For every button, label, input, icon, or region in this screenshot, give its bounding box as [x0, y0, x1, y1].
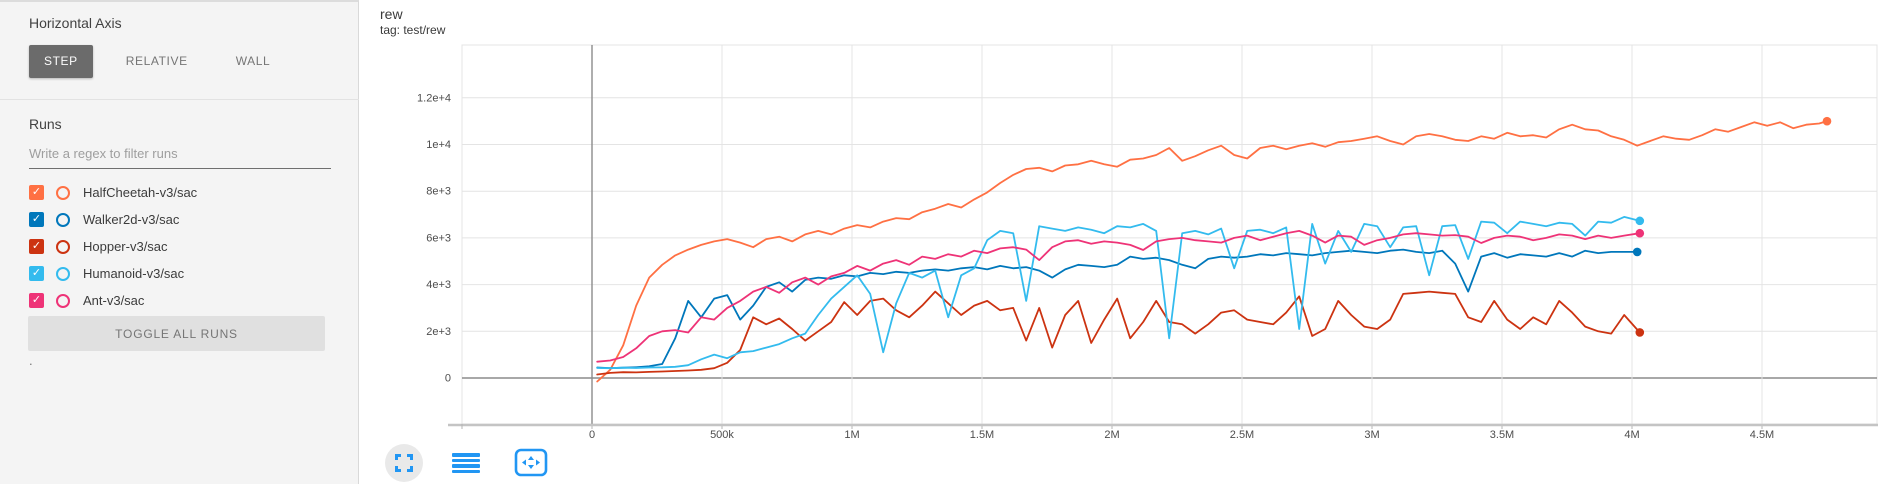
toggle-log-scale-button[interactable]: [452, 453, 480, 473]
chart-gridlines: [448, 44, 1878, 429]
run-label: Hopper-v3/sac: [83, 239, 168, 254]
svg-text:3M: 3M: [1364, 429, 1379, 441]
chart-tag: tag: test/rew: [380, 23, 446, 37]
series-Ant-v3/sac[interactable]: [596, 228, 1645, 363]
svg-text:1.5M: 1.5M: [970, 429, 994, 441]
series-Hopper-v3/sac[interactable]: [596, 290, 1645, 376]
run-checkbox-icon[interactable]: ✓: [29, 266, 44, 281]
horizontal-axis-heading: Horizontal Axis: [29, 15, 122, 31]
svg-text:2.5M: 2.5M: [1230, 429, 1254, 441]
svg-text:4e+3: 4e+3: [426, 279, 451, 291]
axis-mode-relative-button[interactable]: RELATIVE: [111, 45, 203, 78]
run-label: Ant-v3/sac: [83, 293, 145, 308]
axis-mode-button-group: STEP RELATIVE WALL: [29, 45, 285, 78]
run-color-circle-icon[interactable]: [56, 185, 70, 200]
run-checkbox-icon[interactable]: ✓: [29, 185, 44, 200]
sidebar-divider: [0, 99, 359, 100]
run-checkbox-icon[interactable]: ✓: [29, 212, 44, 227]
run-color-circle-icon[interactable]: [56, 239, 70, 254]
chart-title: rew: [380, 6, 403, 22]
series-HalfCheetah-v3/sac[interactable]: [596, 116, 1832, 383]
axis-mode-step-button[interactable]: STEP: [29, 45, 93, 78]
run-row[interactable]: ✓ Ant-v3/sac: [29, 287, 349, 314]
svg-text:2e+3: 2e+3: [426, 326, 451, 338]
svg-text:3.5M: 3.5M: [1490, 429, 1514, 441]
runs-regex-filter-input[interactable]: [29, 143, 331, 169]
fit-to-data-icon: [514, 448, 548, 477]
chart-series-lines[interactable]: [596, 116, 1832, 383]
svg-text:1M: 1M: [844, 429, 859, 441]
series-end-marker: [1635, 328, 1645, 337]
run-label: HalfCheetah-v3/sac: [83, 185, 198, 200]
svg-text:1.2e+4: 1.2e+4: [417, 92, 451, 104]
run-row[interactable]: ✓ Humanoid-v3/sac: [29, 260, 349, 287]
series-end-marker: [1822, 116, 1832, 126]
chart-axis-labels: 0 2e+3 4e+3 6e+3 8e+3 1e+4 1.2e+4 0 500k 1M 1.5M 2M…: [417, 92, 1774, 441]
svg-text:1e+4: 1e+4: [426, 139, 451, 151]
run-row[interactable]: ✓ Hopper-v3/sac: [29, 233, 349, 260]
sidebar-footnote: .: [29, 353, 33, 368]
svg-text:6e+3: 6e+3: [426, 232, 451, 244]
toggle-all-runs-button[interactable]: TOGGLE ALL RUNS: [28, 316, 325, 351]
expand-chart-button[interactable]: [385, 444, 423, 482]
run-row[interactable]: ✓ Walker2d-v3/sac: [29, 206, 349, 233]
svg-text:0: 0: [589, 429, 595, 441]
axis-mode-wall-button[interactable]: WALL: [221, 45, 286, 78]
series-Humanoid-v3/sac[interactable]: [596, 215, 1645, 370]
runs-heading: Runs: [29, 116, 62, 132]
runs-list: ✓ HalfCheetah-v3/sac ✓ Walker2d-v3/sac ✓…: [29, 179, 349, 314]
run-checkbox-icon[interactable]: ✓: [29, 293, 44, 308]
sidebar: Horizontal Axis STEP RELATIVE WALL Runs …: [0, 0, 359, 484]
svg-text:0: 0: [445, 373, 451, 385]
fit-domain-button[interactable]: [514, 448, 548, 482]
run-label: Humanoid-v3/sac: [83, 266, 185, 281]
series-Walker2d-v3/sac[interactable]: [596, 247, 1642, 370]
run-label: Walker2d-v3/sac: [83, 212, 180, 227]
series-end-marker: [1632, 247, 1642, 257]
svg-text:8e+3: 8e+3: [426, 186, 451, 198]
svg-text:4.5M: 4.5M: [1750, 429, 1774, 441]
series-end-marker: [1635, 228, 1645, 238]
series-end-marker: [1635, 216, 1645, 226]
run-color-circle-icon[interactable]: [56, 293, 70, 308]
run-row[interactable]: ✓ HalfCheetah-v3/sac: [29, 179, 349, 206]
run-color-circle-icon[interactable]: [56, 212, 70, 227]
svg-text:2M: 2M: [1104, 429, 1119, 441]
svg-text:500k: 500k: [710, 429, 734, 441]
run-color-circle-icon[interactable]: [56, 266, 70, 281]
fullscreen-icon: [395, 454, 413, 472]
run-checkbox-icon[interactable]: ✓: [29, 239, 44, 254]
svg-text:4M: 4M: [1624, 429, 1639, 441]
